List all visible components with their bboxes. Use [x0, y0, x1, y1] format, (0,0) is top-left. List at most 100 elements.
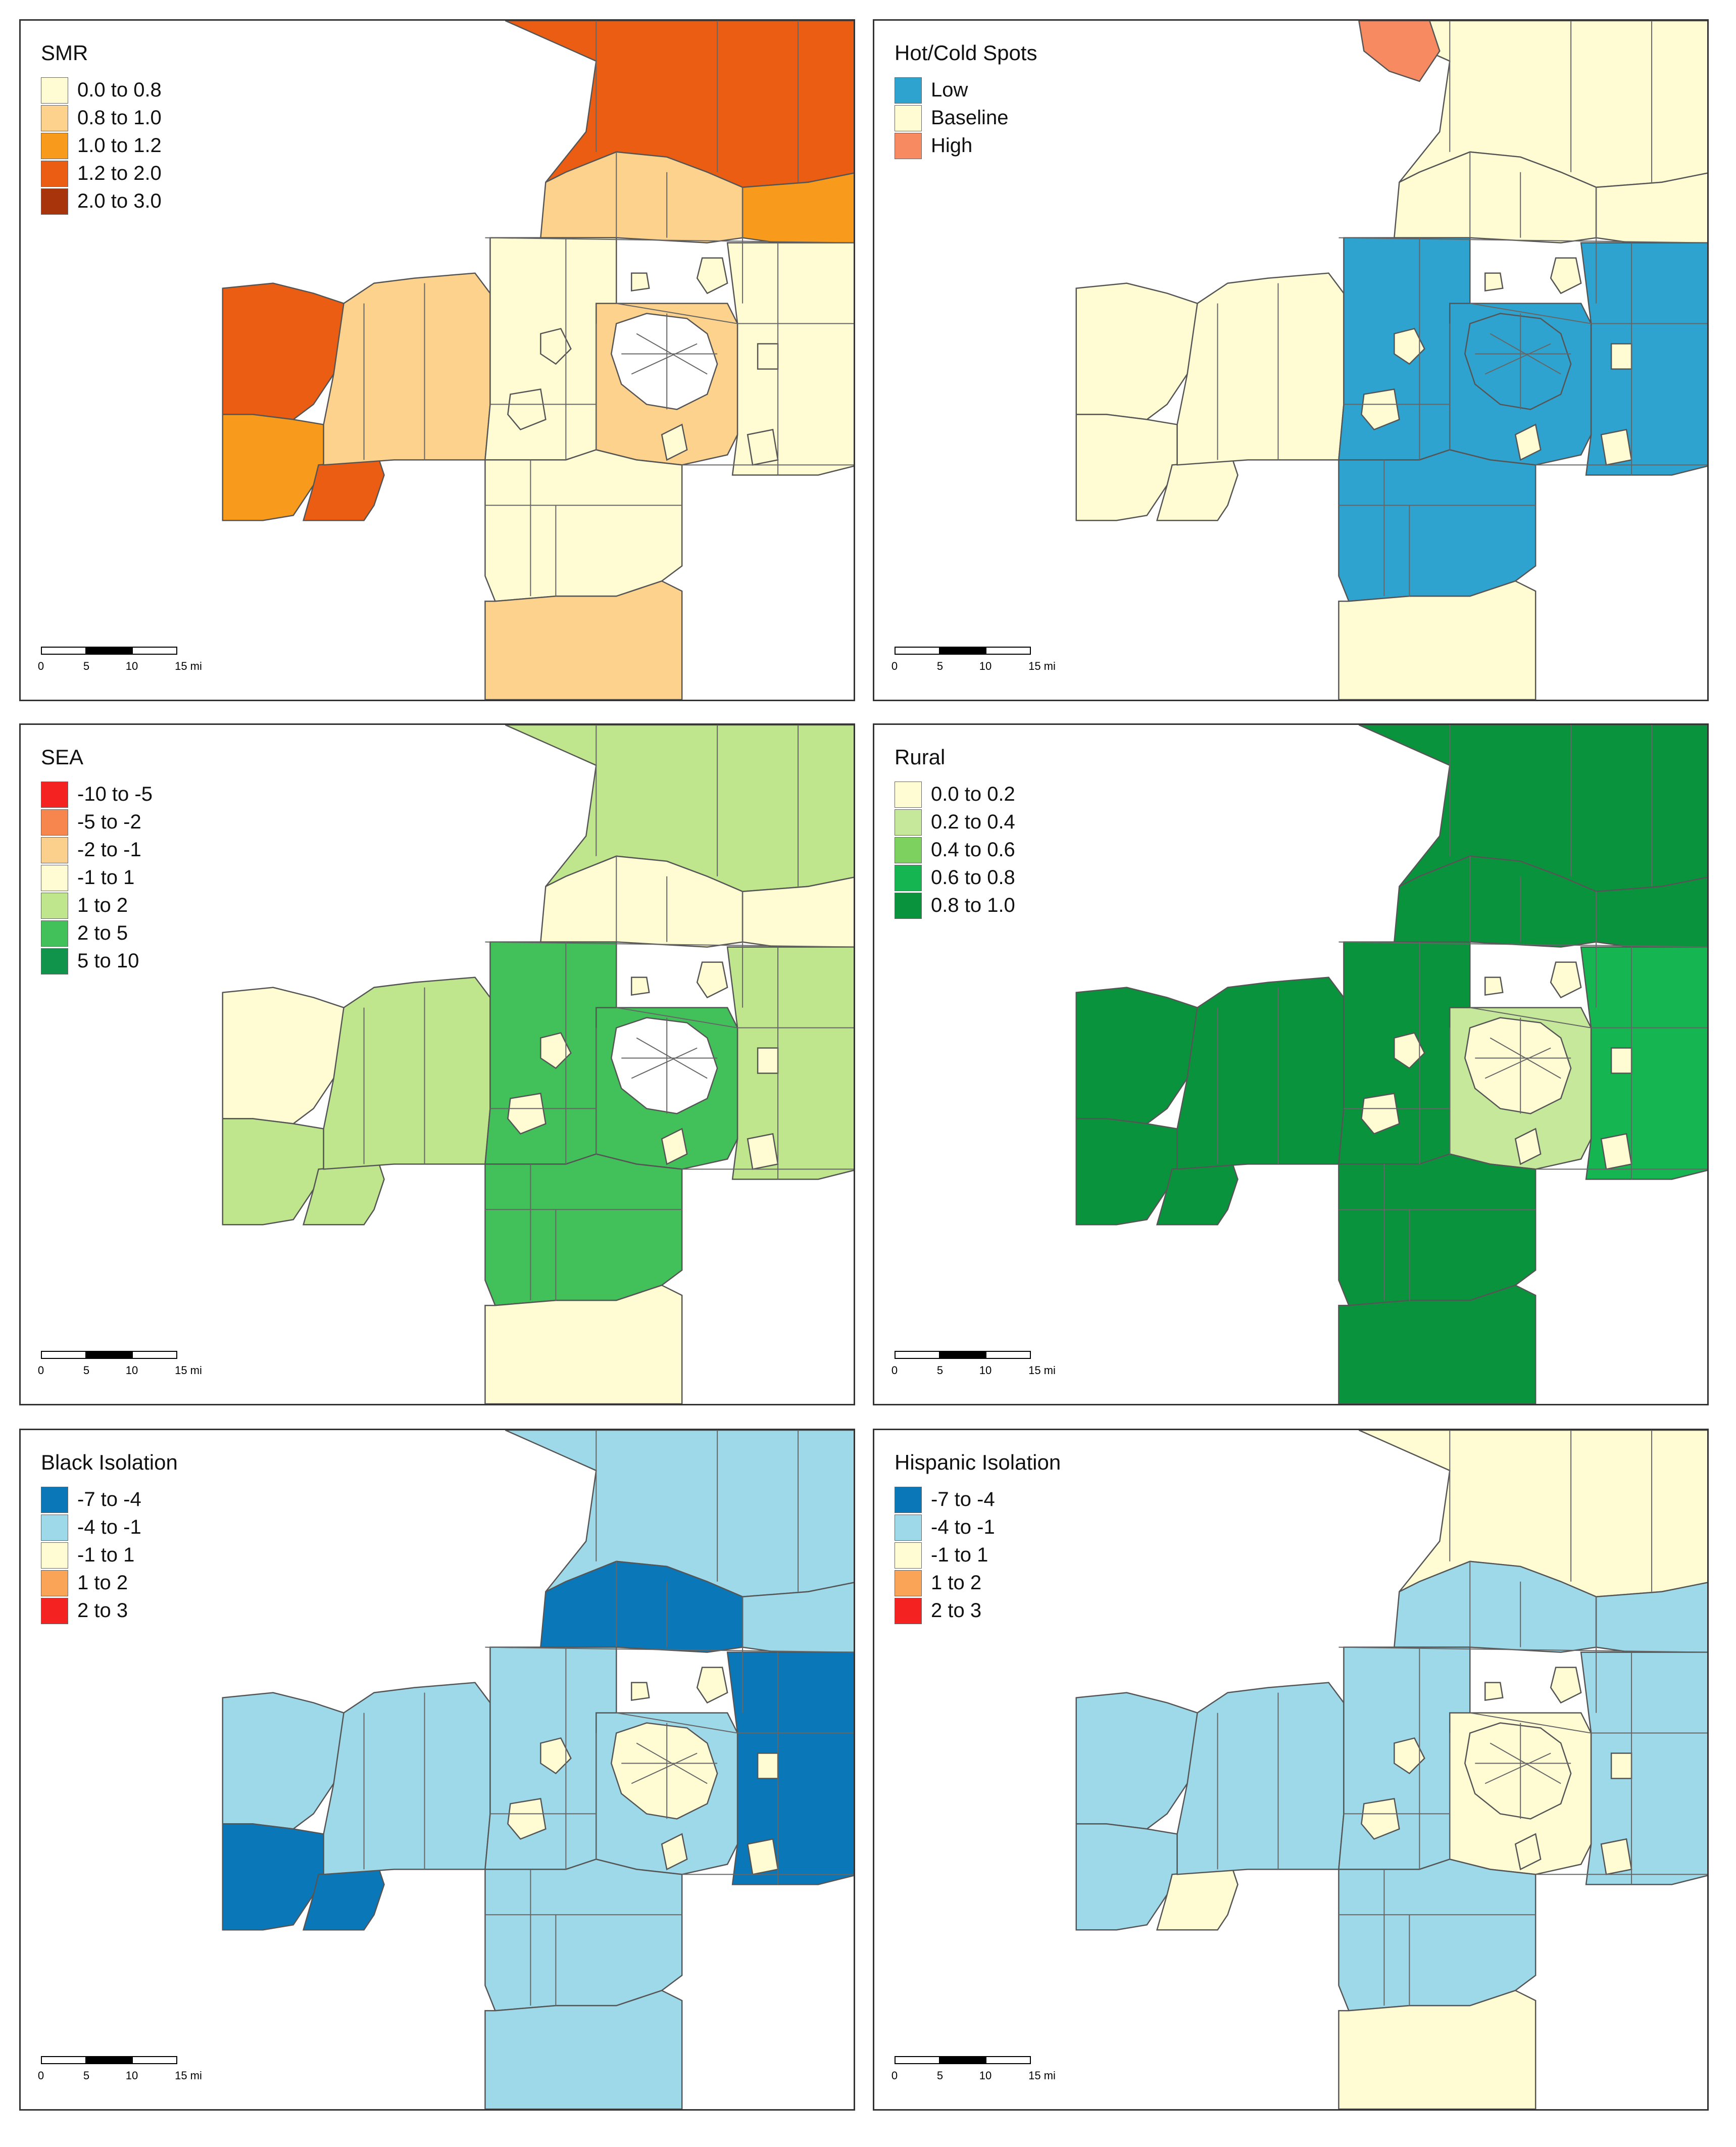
region-south-lower — [484, 580, 683, 700]
legend-swatch — [41, 948, 68, 974]
tract-boundary — [485, 1646, 854, 1653]
scale-bar-tick: 10 — [125, 2069, 138, 2082]
region-south-upper — [484, 1153, 683, 1306]
scale-bar-tick: 5 — [936, 660, 944, 672]
enclave-tract — [507, 388, 547, 430]
legend-swatch — [895, 1570, 922, 1596]
scale-bar: 0 5 10 15 mi — [891, 647, 1056, 677]
legend-label: Baseline — [931, 107, 1009, 129]
scale-bar-tick: 10 — [979, 1364, 992, 1377]
legend-item: 1 to 2 — [41, 1569, 178, 1597]
scale-bar-tick: 10 — [125, 660, 138, 672]
legend-swatch — [41, 1486, 68, 1513]
map-panel-black-isolation: Black Isolation -7 to -4 -4 to -1 -1 to 1 1 … — [19, 1429, 855, 2111]
scale-bar-segment — [132, 647, 177, 655]
legend-label: -4 to -1 — [931, 1516, 995, 1538]
enclave-tract — [1550, 961, 1582, 999]
legend-swatch — [41, 892, 68, 919]
legend-swatch — [41, 132, 68, 159]
scale-bar-tick: 0 — [37, 2069, 44, 2082]
enclave-tract — [1514, 423, 1542, 461]
scale-bar-segment — [895, 1351, 940, 1359]
enclave-tract — [661, 423, 688, 461]
region-south-lower — [1338, 1284, 1536, 1404]
legend-label: -1 to 1 — [77, 866, 135, 889]
tract-boundary — [1338, 237, 1707, 243]
legend-item: -10 to -5 — [41, 780, 153, 808]
enclave-tract — [747, 1133, 779, 1170]
enclave-tract — [540, 1032, 572, 1069]
region-northwest-mid — [1176, 1682, 1345, 1875]
region-east — [1580, 1651, 1707, 1885]
region-swpocket — [1156, 1869, 1238, 1931]
choropleth-map — [1075, 21, 1707, 700]
legend-item: 2.0 to 3.0 — [41, 187, 162, 215]
legend-swatch — [895, 77, 922, 104]
map-panel-hot-cold-spots: Hot/Cold Spots Low Baseline High 0 5 10 15 mi — [873, 19, 1709, 701]
choropleth-map — [222, 1430, 854, 2109]
legend-swatch — [41, 77, 68, 104]
enclave-tract — [540, 328, 572, 365]
region-south-upper — [1338, 449, 1536, 602]
legend-label: 1 to 2 — [77, 1572, 128, 1594]
choropleth-map — [222, 725, 854, 1404]
region-swpocket — [1156, 459, 1238, 521]
map-panel-sea: SEA -10 to -5 -5 to -2 -2 to -1 -1 to 1 1 to … — [19, 723, 855, 1405]
enclave-tract — [1394, 1737, 1425, 1775]
scale-bar: 0 5 10 15 mi — [37, 1351, 202, 1381]
legend-swatch — [895, 781, 922, 808]
scale-bar-segment — [86, 2056, 132, 2064]
map-legend: Hot/Cold Spots Low Baseline High — [895, 41, 1037, 160]
enclave-tract — [1484, 272, 1504, 292]
enclave-tract — [1361, 388, 1400, 430]
legend-item: -5 to -2 — [41, 808, 153, 836]
choropleth-map — [1075, 1430, 1707, 2109]
region-swpocket — [303, 1869, 385, 1931]
tract-boundary — [1484, 1752, 1551, 1784]
legend-swatch — [41, 105, 68, 131]
scale-bar-segment — [985, 647, 1031, 655]
scale-bar-segment — [132, 2056, 177, 2064]
map-legend: Rural 0.0 to 0.2 0.2 to 0.4 0.4 to 0.6 0.6 t… — [895, 745, 1015, 919]
tract-boundary — [485, 237, 854, 243]
scale-bar-tick: 15 mi — [1028, 660, 1056, 672]
legend-swatch — [41, 160, 68, 187]
region-south-lower — [1338, 580, 1536, 700]
enclave-tract — [747, 428, 779, 466]
enclave-tract — [661, 1833, 688, 1871]
region-northwest-mid — [1176, 272, 1345, 466]
enclave-tract — [1514, 1833, 1542, 1871]
legend-label: 0.2 to 0.4 — [931, 811, 1015, 833]
legend-item: 0.6 to 0.8 — [895, 864, 1015, 892]
enclave-tract — [631, 1682, 650, 1701]
region-south-lower — [1338, 1989, 1536, 2109]
legend-label: High — [931, 134, 973, 157]
enclave-tract — [757, 1047, 779, 1074]
region-east — [1580, 242, 1707, 476]
scale-bar-tick: 0 — [37, 1364, 44, 1377]
legend-label: 0.6 to 0.8 — [931, 866, 1015, 889]
legend-item: -1 to 1 — [895, 1541, 1061, 1569]
enclave-tract — [631, 272, 650, 292]
legend-item: 2 to 3 — [895, 1597, 1061, 1625]
enclave-tract — [1600, 1838, 1632, 1875]
region-core — [611, 1722, 718, 1820]
legend-swatch — [41, 837, 68, 863]
enclave-tract — [540, 1737, 572, 1775]
tract-boundary — [1338, 1646, 1707, 1653]
legend-swatch — [895, 132, 922, 159]
legend-item: 0.8 to 1.0 — [895, 892, 1015, 919]
region-east — [726, 1651, 854, 1885]
scale-bar: 0 5 10 15 mi — [37, 2056, 202, 2086]
legend-swatch — [41, 1597, 68, 1624]
legend-label: 1.0 to 1.2 — [77, 134, 162, 157]
enclave-tract — [696, 257, 728, 295]
legend-swatch — [895, 837, 922, 863]
enclave-tract — [1514, 1128, 1542, 1165]
scale-bar: 0 5 10 15 mi — [891, 1351, 1056, 1381]
legend-label: 0.0 to 0.2 — [931, 783, 1015, 805]
enclave-tract — [1600, 1133, 1632, 1170]
legend-item: High — [895, 132, 1037, 160]
scale-bar-tick: 0 — [891, 1364, 898, 1377]
legend-swatch — [41, 809, 68, 836]
